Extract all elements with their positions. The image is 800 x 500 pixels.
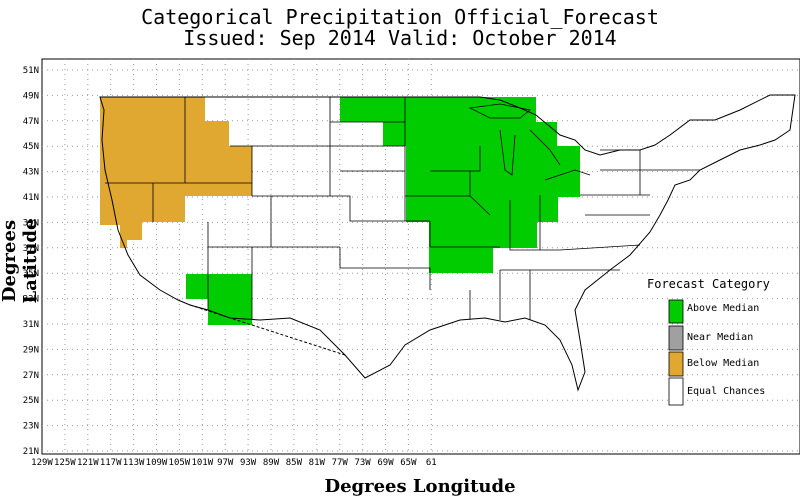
y-tick-label: 29N xyxy=(23,345,39,355)
x-tick-label: 121W xyxy=(77,458,99,468)
legend-label-above: Above Median xyxy=(687,303,759,314)
great-lakes xyxy=(468,103,630,181)
legend-label-below: Below Median xyxy=(687,358,759,369)
x-axis-label: Degrees Longitude xyxy=(324,476,516,497)
y-tick-label: 31N xyxy=(23,320,39,330)
x-tick-label: 113W xyxy=(123,458,145,468)
title-line2: Issued: Sep 2014 Valid: October 2014 xyxy=(183,26,617,50)
x-tick-label: 117W xyxy=(100,458,122,468)
y-tick-label: 45N xyxy=(23,142,39,152)
legend-swatch-equal xyxy=(668,377,684,406)
x-tick-label: 81W xyxy=(309,458,326,468)
legend: Forecast Category Above Median Near Medi… xyxy=(644,275,794,406)
legend-swatch-below xyxy=(668,351,684,377)
x-tick-label: 97W xyxy=(217,458,234,468)
state-boundaries xyxy=(105,97,700,320)
axis-ticks: 129W 125W 121W 117W 113W 109W 105W 101W 97W 93W 89… xyxy=(23,66,437,468)
y-tick-label: 43N xyxy=(23,168,39,178)
x-tick-label: 85W xyxy=(286,458,303,468)
below-median-region xyxy=(100,97,252,248)
x-tick-label: 61 xyxy=(426,458,437,468)
x-tick-label: 125W xyxy=(54,458,76,468)
y-tick-label: 21N xyxy=(23,447,39,457)
x-tick-label: 93W xyxy=(240,458,257,468)
x-tick-label: 89W xyxy=(263,458,280,468)
y-tick-label: 47N xyxy=(23,117,39,127)
legend-swatch-above xyxy=(668,299,684,324)
x-tick-label: 105W xyxy=(169,458,191,468)
x-tick-label: 77W xyxy=(332,458,349,468)
legend-label-equal: Equal Chances xyxy=(687,386,765,397)
y-tick-label: 49N xyxy=(23,91,39,101)
y-tick-label: 39N xyxy=(23,218,39,228)
x-tick-label: 73W xyxy=(354,458,371,468)
x-tick-label: 129W xyxy=(31,458,53,468)
y-tick-label: 27N xyxy=(23,371,39,381)
x-tick-label: 69W xyxy=(377,458,394,468)
us-coastline xyxy=(99,94,796,392)
legend-label-near: Near Median xyxy=(687,332,753,343)
x-tick-label: 65W xyxy=(400,458,417,468)
y-tick-label: 23N xyxy=(23,422,39,432)
x-tick-label: 101W xyxy=(191,458,213,468)
x-tick-label: 109W xyxy=(146,458,168,468)
y-tick-label: 37N xyxy=(23,244,39,254)
y-axis-label: Degrees Latitude xyxy=(0,218,41,304)
mexico-border xyxy=(189,304,346,356)
legend-swatch-near xyxy=(668,325,684,351)
legend-title: Forecast Category xyxy=(647,277,770,291)
y-tick-label: 33N xyxy=(23,295,39,305)
y-tick-label: 51N xyxy=(23,66,39,76)
y-tick-label: 35N xyxy=(23,269,39,279)
y-tick-label: 41N xyxy=(23,193,39,203)
above-median-region-central xyxy=(340,97,580,273)
y-tick-label: 25N xyxy=(23,396,39,406)
title-line1: Categorical Precipitation Official_Forec… xyxy=(141,5,659,29)
above-median-region-southwest xyxy=(186,274,252,325)
